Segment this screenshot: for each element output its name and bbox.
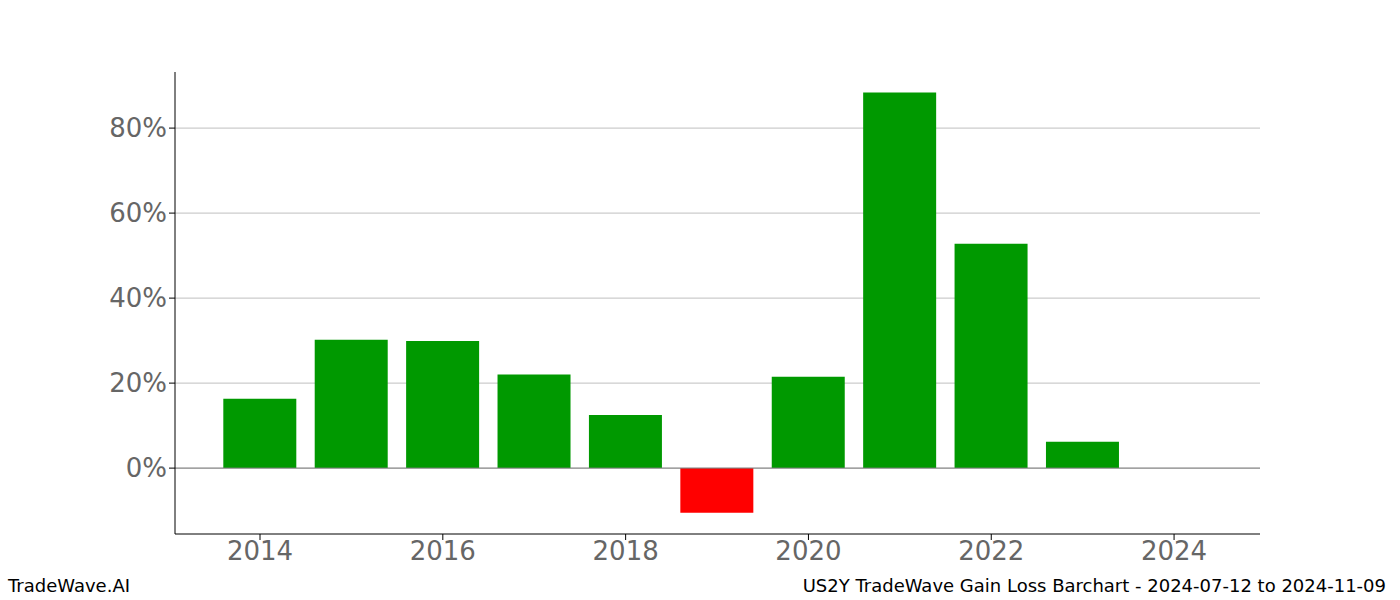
svg-text:2022: 2022 [958,536,1024,566]
svg-text:2014: 2014 [227,536,293,566]
svg-text:80%: 80% [109,113,167,143]
svg-text:2016: 2016 [410,536,476,566]
html-text:US2Y TradeWave Gain Loss Barch: US2Y TradeWave Gain Loss Barchart - 2024… [802,575,1386,596]
svg-text:40%: 40% [109,283,167,313]
svg-text:60%: 60% [109,198,167,228]
svg-text:0%: 0% [126,453,167,483]
html-text:TradeWave.AI: TradeWave.AI [8,575,130,596]
svg-text:2020: 2020 [775,536,841,566]
svg-text:2024: 2024 [1141,536,1207,566]
svg-text:20%: 20% [109,368,167,398]
svg-text:2018: 2018 [593,536,659,566]
